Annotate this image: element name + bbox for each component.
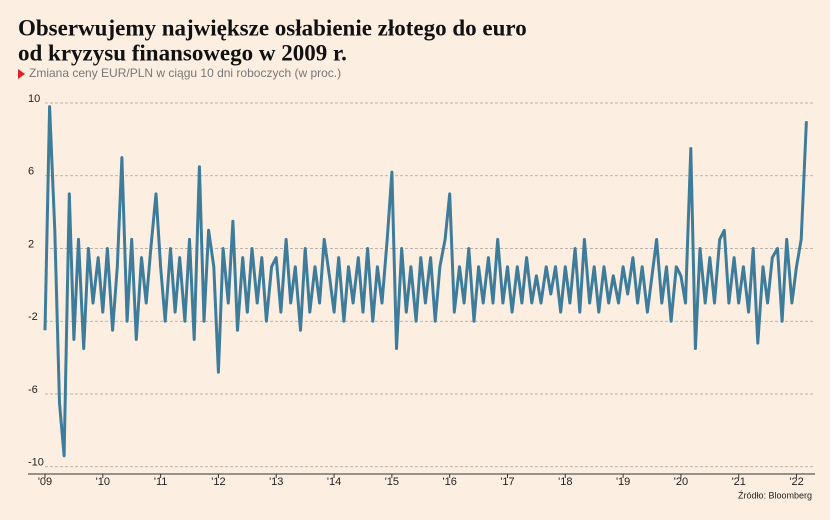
y-tick-label: 6 (28, 166, 34, 178)
x-tick-label: '11 (154, 476, 168, 488)
x-tick-label: '17 (500, 476, 514, 488)
y-tick-label: 10 (28, 93, 40, 105)
x-tick-label: '09 (38, 476, 52, 488)
y-tick-label: 2 (28, 238, 34, 250)
x-tick-label: '20 (674, 476, 688, 488)
chart-title: od kryzysu finansowego w 2009 r. (18, 40, 347, 65)
y-tick-label: -10 (28, 457, 44, 469)
y-tick-label: -6 (28, 384, 38, 396)
x-tick-label: '18 (558, 476, 572, 488)
x-tick-label: '22 (789, 476, 803, 488)
source: Źródło: Bloomberg (738, 490, 812, 500)
x-tick-label: '13 (269, 476, 283, 488)
x-tick-label: '21 (732, 476, 746, 488)
x-tick-label: '12 (211, 476, 225, 488)
x-tick-label: '14 (327, 476, 341, 488)
x-tick-label: '19 (616, 476, 630, 488)
chart-title: Obserwujemy największe osłabienie złoteg… (18, 15, 527, 40)
chart-subtitle: Zmiana ceny EUR/PLN w ciągu 10 dni roboc… (29, 66, 341, 80)
x-tick-label: '15 (385, 476, 399, 488)
x-tick-label: '10 (96, 476, 110, 488)
y-tick-label: -2 (28, 311, 38, 323)
x-tick-label: '16 (443, 476, 457, 488)
data-line (43, 105, 808, 458)
subtitle-marker (18, 69, 25, 79)
